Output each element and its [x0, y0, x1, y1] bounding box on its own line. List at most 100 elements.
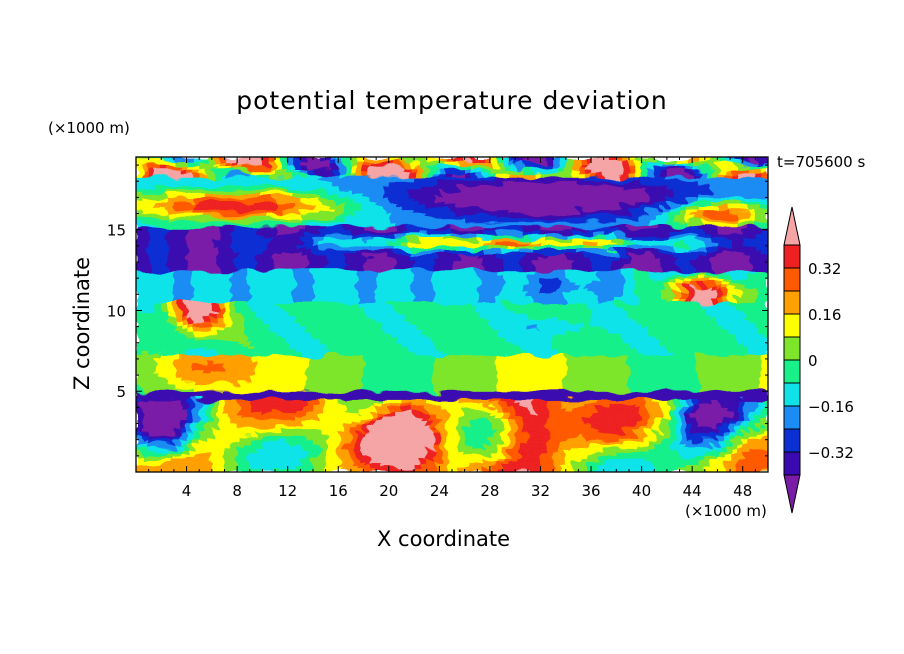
contour-cell: [483, 395, 491, 400]
contour-cell: [306, 334, 314, 340]
contour-cell: [350, 455, 358, 461]
contour-cell: [281, 201, 289, 207]
contour-cell: [218, 189, 226, 194]
contour-cell: [496, 455, 504, 461]
contour-cell: [173, 169, 181, 174]
contour-cell: [534, 407, 542, 413]
contour-cell: [312, 278, 320, 283]
contour-cell: [515, 290, 523, 295]
contour-cell: [331, 225, 339, 231]
contour-cell: [312, 358, 320, 364]
contour-cell: [161, 431, 169, 437]
contour-cell: [186, 431, 194, 437]
contour-cell: [426, 157, 434, 162]
contour-cell: [224, 237, 232, 243]
contour-cell: [452, 399, 459, 404]
contour-cell: [154, 375, 162, 380]
contour-cell: [300, 241, 308, 247]
contour-cell: [470, 169, 478, 174]
contour-cell: [470, 185, 478, 190]
contour-cell: [249, 399, 257, 404]
contour-cell: [464, 419, 472, 425]
contour-cell: [521, 197, 529, 203]
contour-cell: [275, 177, 282, 182]
contour-cell: [357, 302, 365, 308]
contour-cell: [142, 282, 150, 287]
contour-cell: [167, 290, 175, 295]
contour-cell: [230, 306, 238, 312]
contour-cell: [433, 326, 440, 332]
contour-cell: [464, 350, 472, 356]
contour-cell: [395, 237, 403, 243]
contour-cell: [186, 177, 194, 182]
contour-cell: [376, 314, 384, 320]
contour-cell: [502, 181, 510, 186]
contour-cell: [464, 241, 472, 247]
contour-cell: [243, 383, 251, 388]
contour-cell: [275, 257, 282, 263]
contour-cell: [489, 245, 497, 251]
contour-cell: [420, 310, 428, 316]
contour-cell: [192, 371, 200, 376]
contour-cell: [439, 435, 447, 441]
contour-cell: [521, 257, 529, 263]
contour-cell: [426, 181, 434, 186]
contour-cell: [458, 177, 466, 182]
contour-cell: [136, 415, 143, 421]
contour-cell: [395, 439, 403, 445]
contour-cell: [458, 245, 466, 251]
contour-cell: [306, 387, 314, 392]
contour-cell: [300, 213, 308, 219]
contour-cell: [136, 193, 143, 198]
contour-cell: [211, 342, 219, 348]
contour-cell: [275, 447, 282, 453]
contour-cell: [477, 157, 485, 162]
contour-cell: [350, 447, 358, 453]
contour-cell: [357, 391, 365, 396]
contour-cell: [534, 282, 542, 287]
contour-cell: [243, 350, 251, 356]
contour-cell: [154, 165, 162, 170]
contour-cell: [452, 161, 459, 166]
contour-cell: [344, 286, 352, 291]
contour-cell: [470, 249, 478, 255]
contour-cell: [205, 221, 213, 227]
contour-cell: [192, 439, 200, 445]
contour-cell: [300, 318, 308, 324]
contour-cell: [534, 201, 542, 207]
contour-cell: [502, 270, 510, 275]
contour-cell: [218, 379, 226, 384]
contour-cell: [186, 157, 194, 162]
contour-cell: [496, 387, 504, 392]
contour-cell: [464, 181, 472, 186]
contour-cell: [521, 375, 529, 380]
contour-cell: [243, 169, 251, 174]
contour-cell: [382, 330, 390, 336]
contour-cell: [224, 306, 232, 312]
contour-cell: [275, 362, 282, 368]
contour-cell: [287, 415, 295, 421]
contour-cell: [369, 367, 377, 372]
contour-cell: [161, 326, 169, 332]
contour-cell: [401, 310, 409, 316]
contour-cell: [445, 257, 453, 263]
contour-cell: [249, 213, 257, 219]
contour-cell: [515, 431, 523, 437]
contour-cell: [363, 193, 371, 198]
contour-cell: [300, 262, 308, 267]
contour-cell: [350, 342, 358, 348]
contour-cell: [268, 439, 276, 445]
contour-cell: [395, 350, 403, 356]
contour-cell: [496, 266, 504, 271]
contour-cell: [344, 443, 352, 449]
contour-cell: [281, 379, 289, 384]
contour-cell: [161, 338, 169, 344]
contour-cell: [388, 294, 396, 299]
contour-cell: [439, 209, 447, 215]
contour-cell: [300, 237, 308, 243]
contour-cell: [464, 334, 472, 340]
contour-cell: [325, 467, 333, 472]
contour-cell: [338, 439, 346, 445]
contour-cell: [426, 278, 434, 283]
contour-cell: [376, 237, 384, 243]
